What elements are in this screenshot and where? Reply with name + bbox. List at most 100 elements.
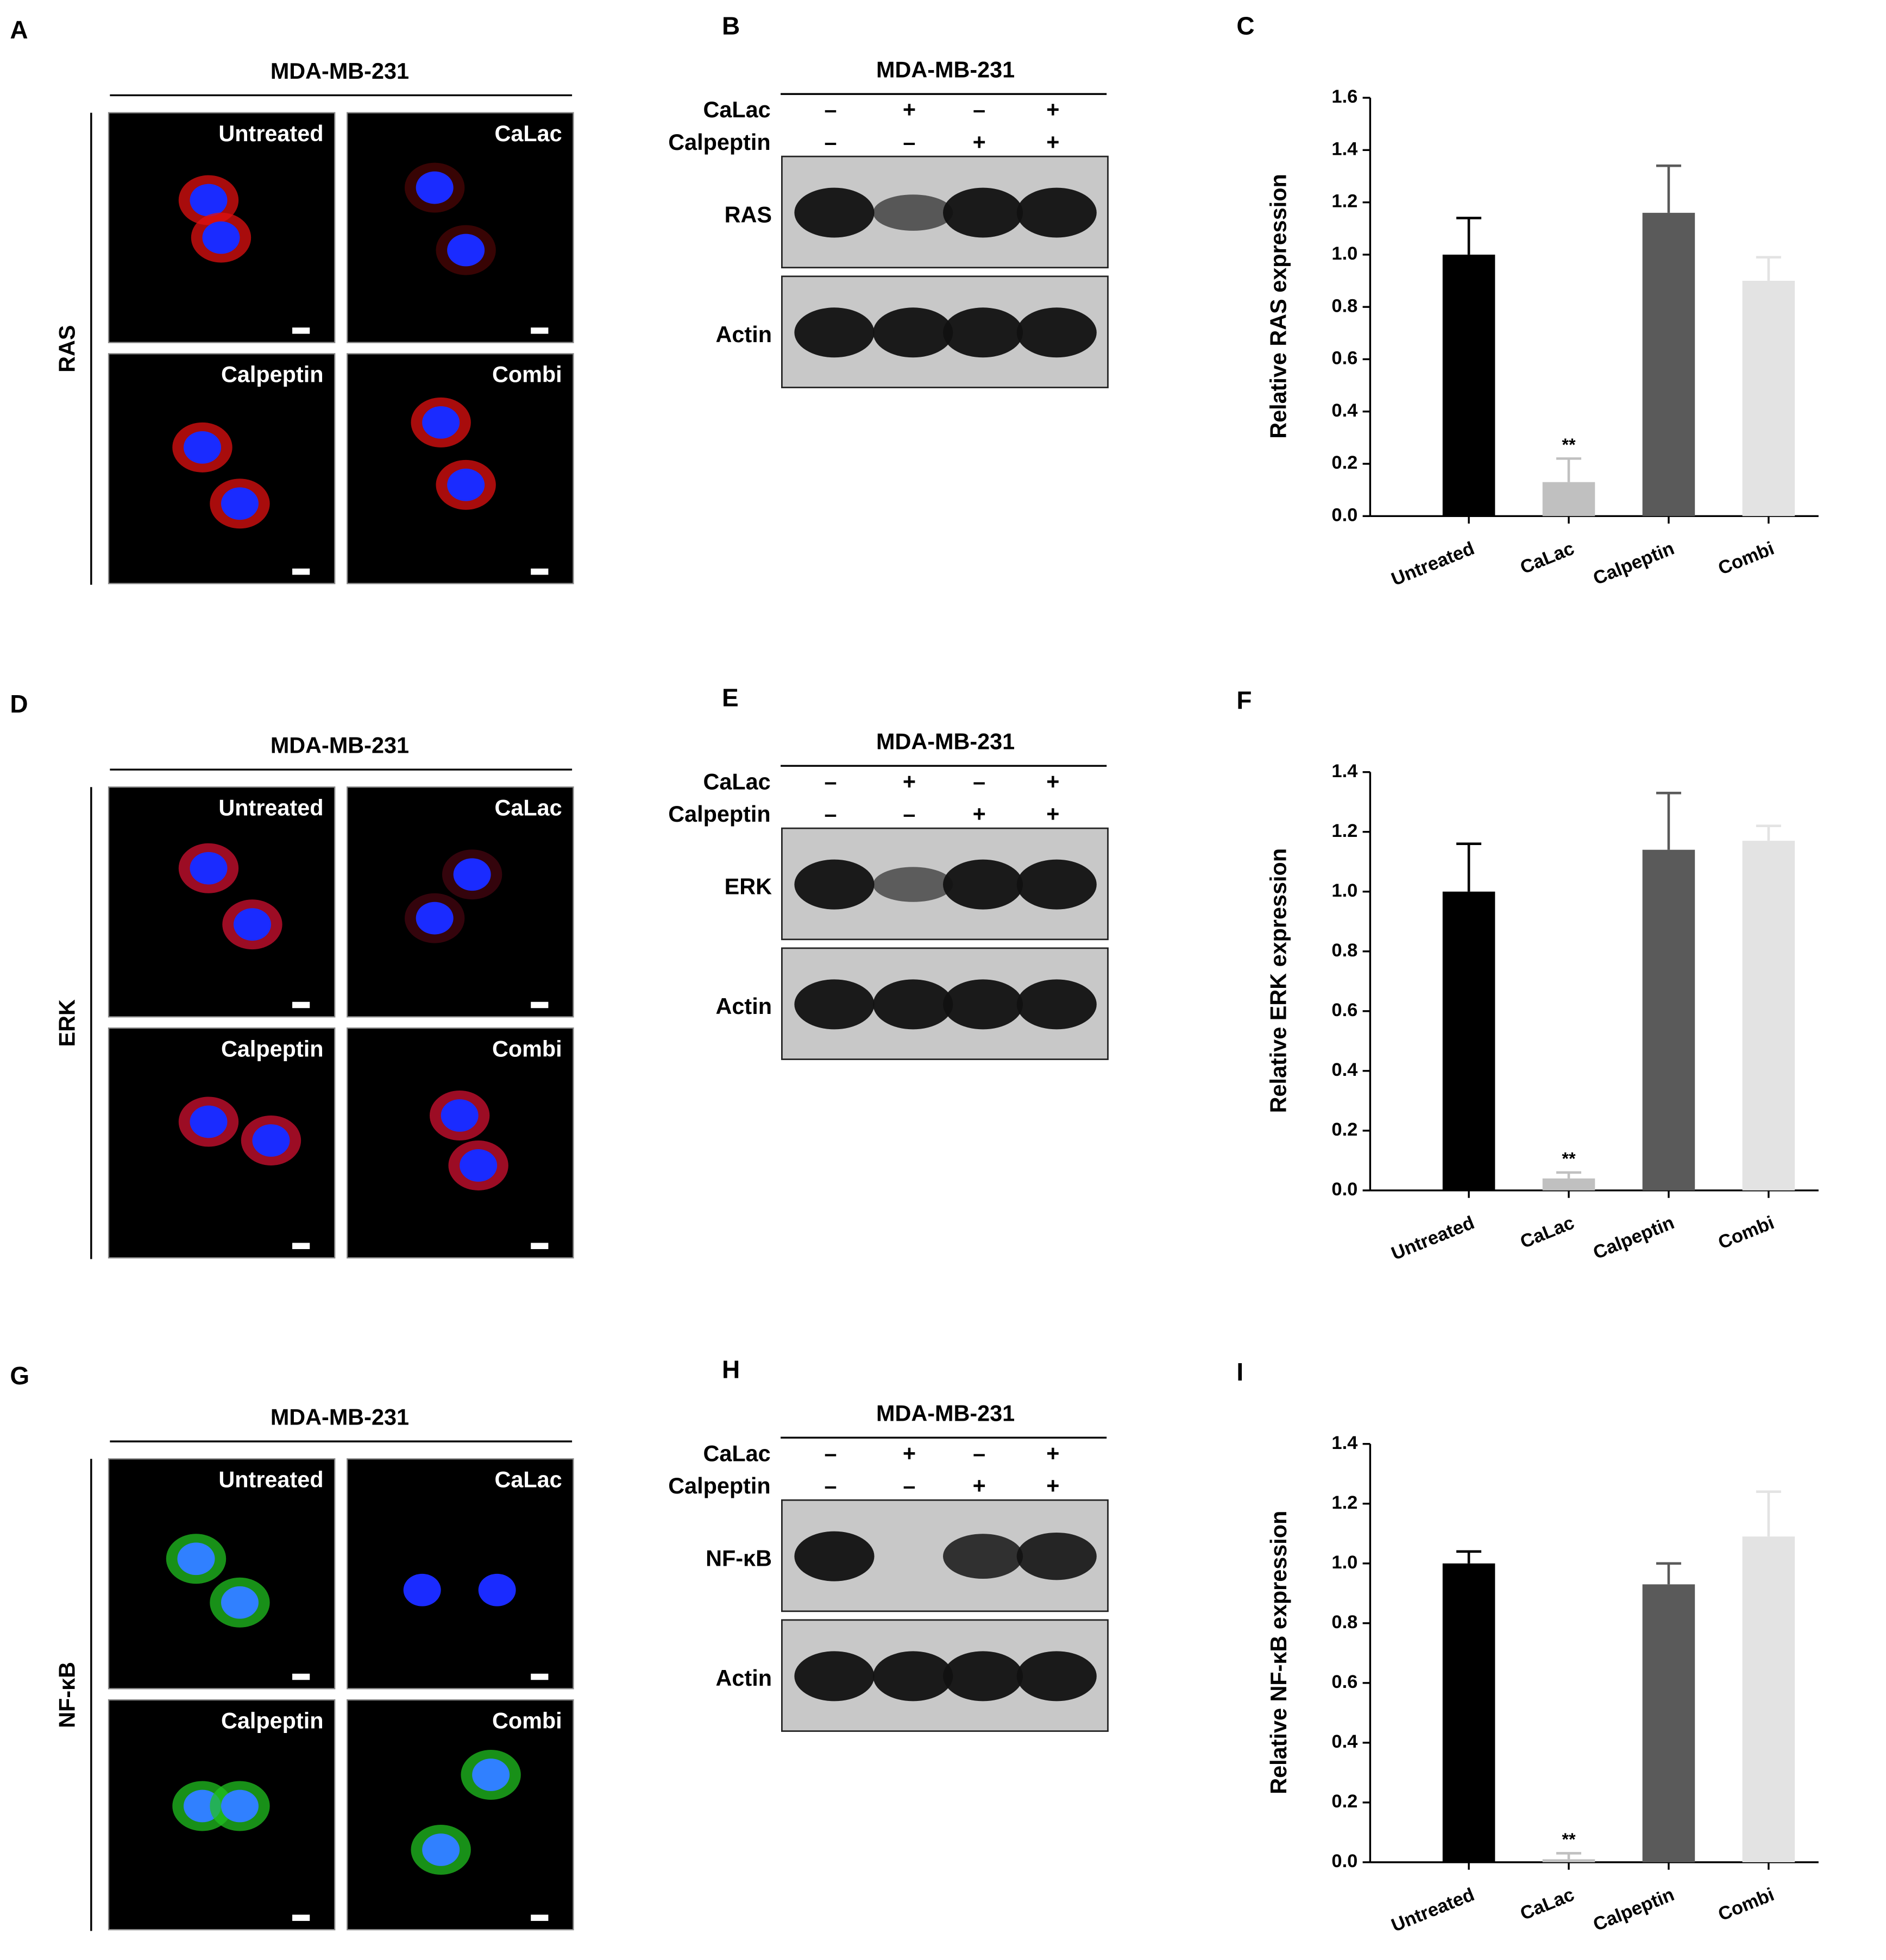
scale-bar <box>531 1001 549 1009</box>
panel-letter: E <box>722 683 739 711</box>
x-tick-label: Combi <box>1715 1212 1777 1253</box>
blot-band <box>943 307 1023 358</box>
nucleus <box>252 1124 290 1157</box>
blot-band <box>1016 187 1097 238</box>
treatment-label: Calpeptin <box>668 1473 771 1498</box>
treatment-label: CaLac <box>703 97 771 122</box>
y-axis-label: Relative RAS expression <box>1266 174 1291 439</box>
treatment-sign: + <box>973 1473 986 1498</box>
treatment-sign: + <box>973 130 986 155</box>
condition-label: CaLac <box>495 121 562 146</box>
treatment-sign: – <box>825 802 837 827</box>
nucleus <box>221 1586 259 1619</box>
treatment-sign: – <box>825 1441 837 1466</box>
y-tick-label: 1.0 <box>1331 880 1357 901</box>
cell-line-title: MDA-MB-231 <box>271 733 409 758</box>
y-tick-label: 1.2 <box>1331 191 1357 212</box>
treatment-sign: + <box>1046 769 1059 794</box>
y-axis-label: Relative NF-κB expression <box>1266 1511 1291 1794</box>
band-label: RAS <box>725 202 772 227</box>
x-tick-label: CaLac <box>1517 1884 1577 1924</box>
treatment-label: CaLac <box>703 769 771 794</box>
nucleus <box>221 487 259 520</box>
bar <box>1542 1859 1595 1862</box>
cell-line-title: MDA-MB-231 <box>876 1401 1015 1426</box>
y-tick-label: 1.4 <box>1331 761 1357 782</box>
scale-bar <box>531 568 549 575</box>
bar <box>1442 254 1495 516</box>
y-tick-label: 1.0 <box>1331 1552 1357 1573</box>
blot-band <box>873 307 953 358</box>
y-tick-label: 0.2 <box>1331 1119 1357 1140</box>
y-tick-label: 1.6 <box>1331 86 1357 107</box>
panel-letter: I <box>1236 1358 1243 1386</box>
y-tick-label: 0.4 <box>1331 400 1357 421</box>
y-tick-label: 0.4 <box>1331 1731 1357 1752</box>
treatment-sign: + <box>1046 130 1059 155</box>
cell-line-title: MDA-MB-231 <box>876 58 1015 83</box>
y-tick-label: 1.4 <box>1331 1433 1357 1453</box>
condition-label: CaLac <box>495 796 562 821</box>
y-tick-label: 0.8 <box>1331 1612 1357 1633</box>
micrograph <box>347 1458 574 1690</box>
treatment-sign: – <box>903 802 915 827</box>
blot-band <box>1016 1651 1097 1701</box>
micrograph <box>347 1699 574 1931</box>
micrograph <box>108 1458 336 1690</box>
blot-band <box>1016 307 1097 358</box>
nucleus <box>202 221 240 254</box>
y-tick-label: 1.2 <box>1331 821 1357 841</box>
y-tick-label: 0.2 <box>1331 1791 1357 1812</box>
x-tick-label: Calpeptin <box>1590 1212 1677 1263</box>
condition-label: Untreated <box>218 1467 323 1492</box>
blot-band <box>943 1651 1023 1701</box>
blot-band <box>794 307 875 358</box>
blot-band <box>943 979 1023 1030</box>
band-label: Actin <box>716 1666 772 1691</box>
blot-band <box>794 1531 875 1581</box>
panel-letter: F <box>1236 686 1252 714</box>
y-axis-label: Relative ERK expression <box>1266 848 1291 1113</box>
cell-line-title: MDA-MB-231 <box>271 1405 409 1430</box>
treatment-sign: + <box>973 802 986 827</box>
blot-band <box>873 194 953 231</box>
x-tick-label: Combi <box>1715 538 1777 579</box>
treatment-sign: – <box>973 97 985 122</box>
condition-label: Untreated <box>218 796 323 821</box>
nucleus <box>190 852 228 885</box>
scale-bar <box>292 327 310 334</box>
condition-label: Untreated <box>218 121 323 146</box>
treatment-label: CaLac <box>703 1441 771 1466</box>
scale-bar <box>531 1914 549 1921</box>
scale-bar <box>292 1914 310 1921</box>
blot-band <box>943 1534 1023 1579</box>
band-label: Actin <box>716 994 772 1019</box>
nucleus <box>190 1105 228 1138</box>
treatment-sign: – <box>825 1473 837 1498</box>
y-tick-label: 1.4 <box>1331 138 1357 159</box>
blot-band <box>1016 1532 1097 1580</box>
scale-bar <box>531 327 549 334</box>
treatment-sign: + <box>903 1441 916 1466</box>
nucleus <box>177 1542 215 1575</box>
y-tick-label: 0.8 <box>1331 295 1357 316</box>
condition-label: Calpeptin <box>221 362 324 387</box>
nucleus <box>447 468 485 501</box>
y-tick-label: 0.6 <box>1331 1672 1357 1692</box>
treatment-sign: + <box>1046 1441 1059 1466</box>
condition-label: Calpeptin <box>221 1708 324 1733</box>
treatment-sign: – <box>825 130 837 155</box>
condition-label: Combi <box>492 362 562 387</box>
micrograph <box>108 786 336 1018</box>
micrograph <box>347 112 574 343</box>
significance-label: ** <box>1562 1830 1576 1849</box>
marker-label: RAS <box>54 325 79 373</box>
scale-bar <box>292 1243 310 1250</box>
nucleus <box>453 858 491 891</box>
treatment-sign: + <box>1046 1473 1059 1498</box>
blot-band <box>873 867 953 902</box>
treatment-sign: – <box>825 769 837 794</box>
treatment-sign: – <box>973 1441 985 1466</box>
nucleus <box>460 1149 498 1182</box>
significance-label: ** <box>1562 435 1576 455</box>
